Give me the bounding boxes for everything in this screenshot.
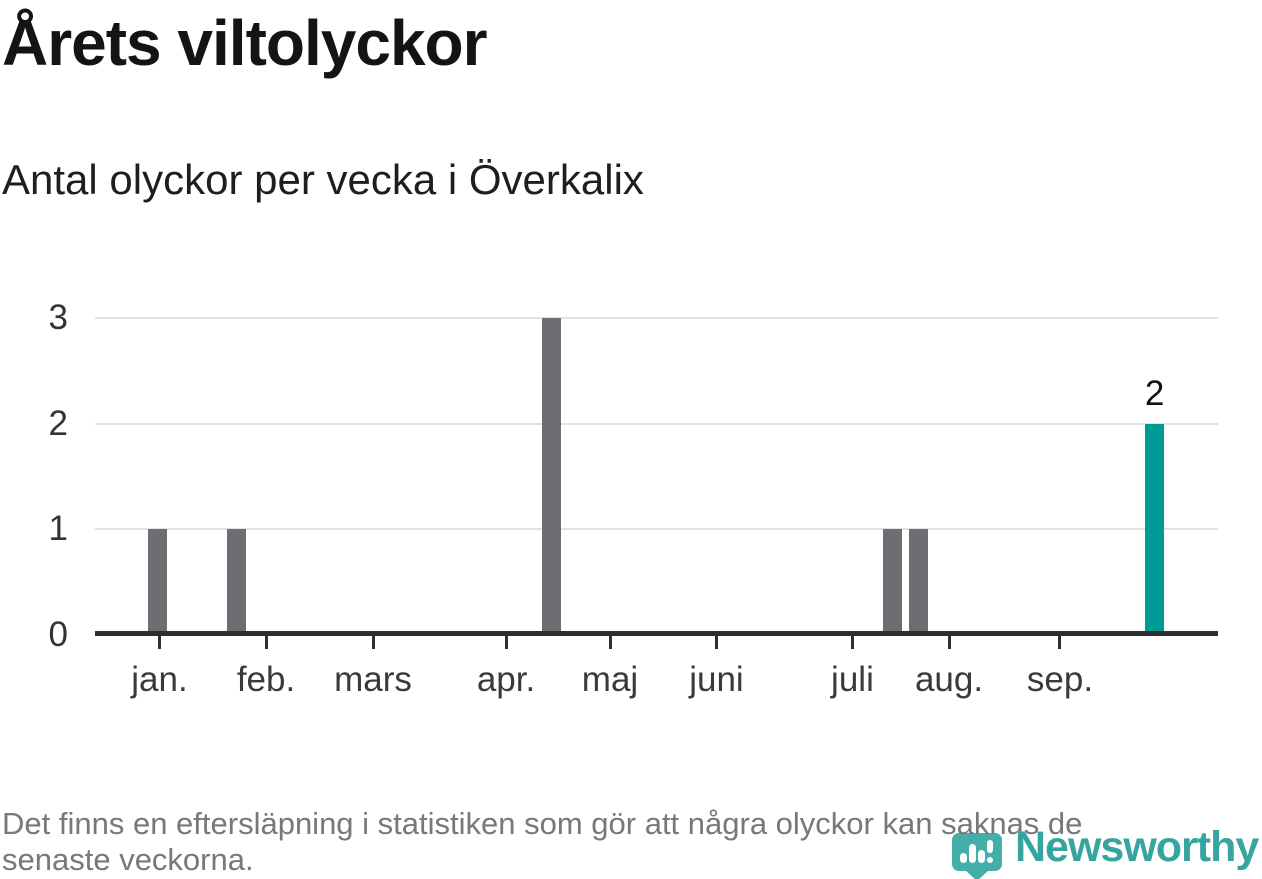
gridline-y-3 [95, 317, 1218, 319]
newsworthy-wordmark: Newsworthy [1015, 823, 1259, 871]
logo-bar-icon [978, 850, 985, 863]
x-tick-label-maj: maj [581, 660, 639, 699]
bar-3 [542, 318, 562, 635]
x-tick-juli [850, 636, 854, 649]
bar-2 [227, 529, 247, 635]
logo-exclamation-dot-icon [987, 857, 993, 863]
x-tick-feb. [264, 636, 268, 649]
page-title: Årets viltolyckor [2, 7, 488, 79]
x-tick-maj [608, 636, 612, 649]
x-axis: jan. feb. mars apr. maj juni juli aug. sep. [95, 636, 1218, 708]
x-tick-label-feb.: feb. [236, 660, 296, 699]
footer-note-line2: senaste veckorna. [2, 842, 254, 877]
gridline-y-2 [95, 422, 1218, 425]
x-tick-jan. [157, 636, 161, 649]
pin-tail [965, 870, 989, 879]
plot-area: 2 [95, 317, 1218, 635]
page-subtitle: Antal olyckor per vecka i Överkalix [2, 156, 644, 203]
x-tick-label-juni: juni [689, 660, 744, 699]
newsworthy-logo: Newsworthy [952, 823, 1259, 879]
x-tick-apr. [504, 636, 508, 649]
bar-value-label: 2 [1144, 373, 1165, 413]
bar-5 [908, 529, 928, 635]
logo-exclamation-icon [987, 840, 993, 853]
logo-bar-icon [960, 853, 967, 863]
x-tick-sep. [1058, 636, 1062, 649]
bar-4 [883, 529, 903, 635]
gridline-y-1 [95, 528, 1218, 531]
newsworthy-pin-icon [952, 833, 1002, 879]
y-tick-label-0: 0 [48, 615, 68, 654]
x-tick-label-juli: juli [831, 660, 874, 699]
footer-note: Det finns en eftersläpning i statistiken… [2, 806, 1254, 878]
x-tick-aug. [947, 636, 951, 649]
x-tick-label-apr.: apr. [476, 660, 536, 699]
x-tick-label-jan.: jan. [131, 660, 188, 699]
bar-1 [148, 529, 168, 635]
x-tick-juni [714, 636, 718, 649]
bar-6 [1145, 423, 1165, 635]
pin-body [952, 833, 1002, 871]
x-tick-label-aug.: aug. [914, 660, 984, 699]
x-tick-label-sep.: sep. [1026, 660, 1094, 699]
x-tick-label-mars: mars [334, 660, 412, 699]
y-axis: 0 1 2 3 [0, 298, 68, 654]
x-axis-line [95, 631, 1218, 636]
y-tick-label-1: 1 [48, 509, 68, 549]
footer-note-line1: Det finns en eftersläpning i statistiken… [2, 806, 1083, 841]
y-tick-label-2: 2 [48, 403, 68, 443]
x-tick-mars [371, 636, 375, 649]
logo-bar-icon [969, 844, 976, 863]
y-tick-label-3: 3 [48, 298, 68, 337]
